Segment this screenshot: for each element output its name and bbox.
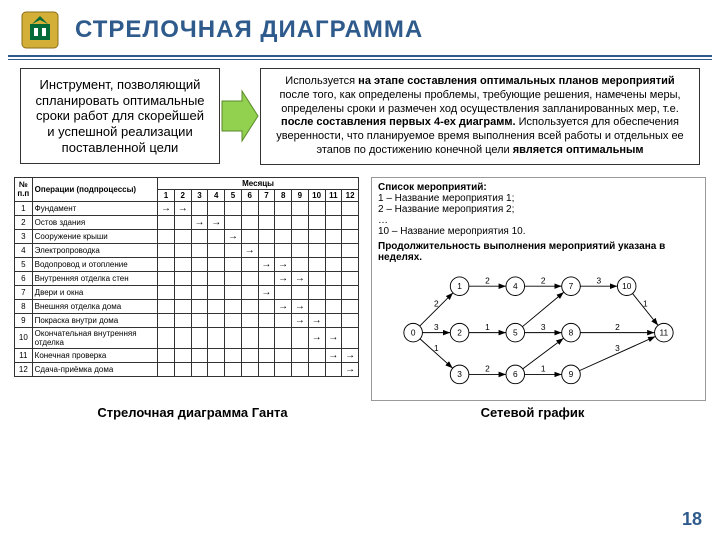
svg-text:2: 2 [457, 327, 462, 337]
svg-text:1: 1 [541, 363, 546, 373]
svg-text:2: 2 [541, 275, 546, 285]
rb-hl2: после составления первых 4-ех диаграмм. [281, 116, 515, 128]
svg-text:2: 2 [434, 298, 439, 308]
svg-text:6: 6 [513, 369, 518, 379]
header: СТРЕЛОЧНАЯ ДИАГРАММА [0, 0, 720, 55]
svg-text:3: 3 [597, 275, 602, 285]
svg-text:3: 3 [541, 321, 546, 331]
network-svg: 231212231323101234567891011 [378, 263, 699, 393]
caption-network: Сетевой график [365, 405, 700, 420]
svg-text:9: 9 [569, 369, 574, 379]
svg-text:5: 5 [513, 327, 518, 337]
page-number: 18 [682, 509, 702, 530]
figures-row: № п.пОперации (подпроцессы)Месяцы1234567… [0, 165, 720, 401]
caption-gantt: Стрелочная диаграмма Ганта [20, 405, 365, 420]
svg-text:11: 11 [660, 327, 669, 337]
page-title: СТРЕЛОЧНАЯ ДИАГРАММА [75, 16, 423, 44]
divider-top [8, 55, 712, 57]
svg-text:2: 2 [485, 275, 490, 285]
rb-text2: после того, как определены проблемы, тре… [279, 89, 680, 115]
svg-text:2: 2 [485, 363, 490, 373]
svg-text:2: 2 [615, 321, 620, 331]
svg-text:1: 1 [485, 321, 490, 331]
svg-text:0: 0 [411, 327, 416, 337]
svg-text:1: 1 [434, 342, 439, 352]
svg-text:3: 3 [434, 321, 439, 331]
gantt-table: № п.пОперации (подпроцессы)Месяцы1234567… [14, 177, 359, 377]
rb-hl3: является оптимальным [513, 144, 644, 156]
gantt-chart: № п.пОперации (подпроцессы)Месяцы1234567… [14, 177, 359, 401]
captions-row: Стрелочная диаграмма Ганта Сетевой графи… [0, 401, 720, 420]
svg-text:3: 3 [615, 342, 620, 352]
network-graph-panel: Список мероприятий: 1 – Название меропри… [371, 177, 706, 401]
rb-hl1: на этапе составления оптимальных планов … [358, 75, 675, 87]
net-line2: 2 – Название мероприятия 2; [378, 204, 699, 215]
svg-text:4: 4 [513, 281, 518, 291]
net-line10: 10 – Название мероприятия 10. [378, 226, 699, 237]
divider-bottom [8, 59, 712, 60]
definition-row: Инструмент, позволяющий спланировать опт… [0, 68, 720, 165]
net-dots: … [378, 215, 699, 226]
svg-text:3: 3 [457, 369, 462, 379]
net-note: Продолжительность выполнения мероприятий… [378, 241, 699, 263]
svg-text:10: 10 [622, 281, 632, 291]
rb-text: Используется [285, 75, 358, 87]
net-line1: 1 – Название мероприятия 1; [378, 193, 699, 204]
right-usage-box: Используется на этапе составления оптима… [260, 68, 700, 165]
arrow-icon [220, 86, 260, 146]
left-definition-box: Инструмент, позволяющий спланировать опт… [20, 68, 220, 164]
svg-text:8: 8 [569, 327, 574, 337]
net-header: Список мероприятий: [378, 182, 699, 193]
svg-text:1: 1 [643, 298, 648, 308]
svg-text:1: 1 [457, 281, 462, 291]
svg-text:7: 7 [569, 281, 574, 291]
emblem-icon [20, 10, 60, 50]
